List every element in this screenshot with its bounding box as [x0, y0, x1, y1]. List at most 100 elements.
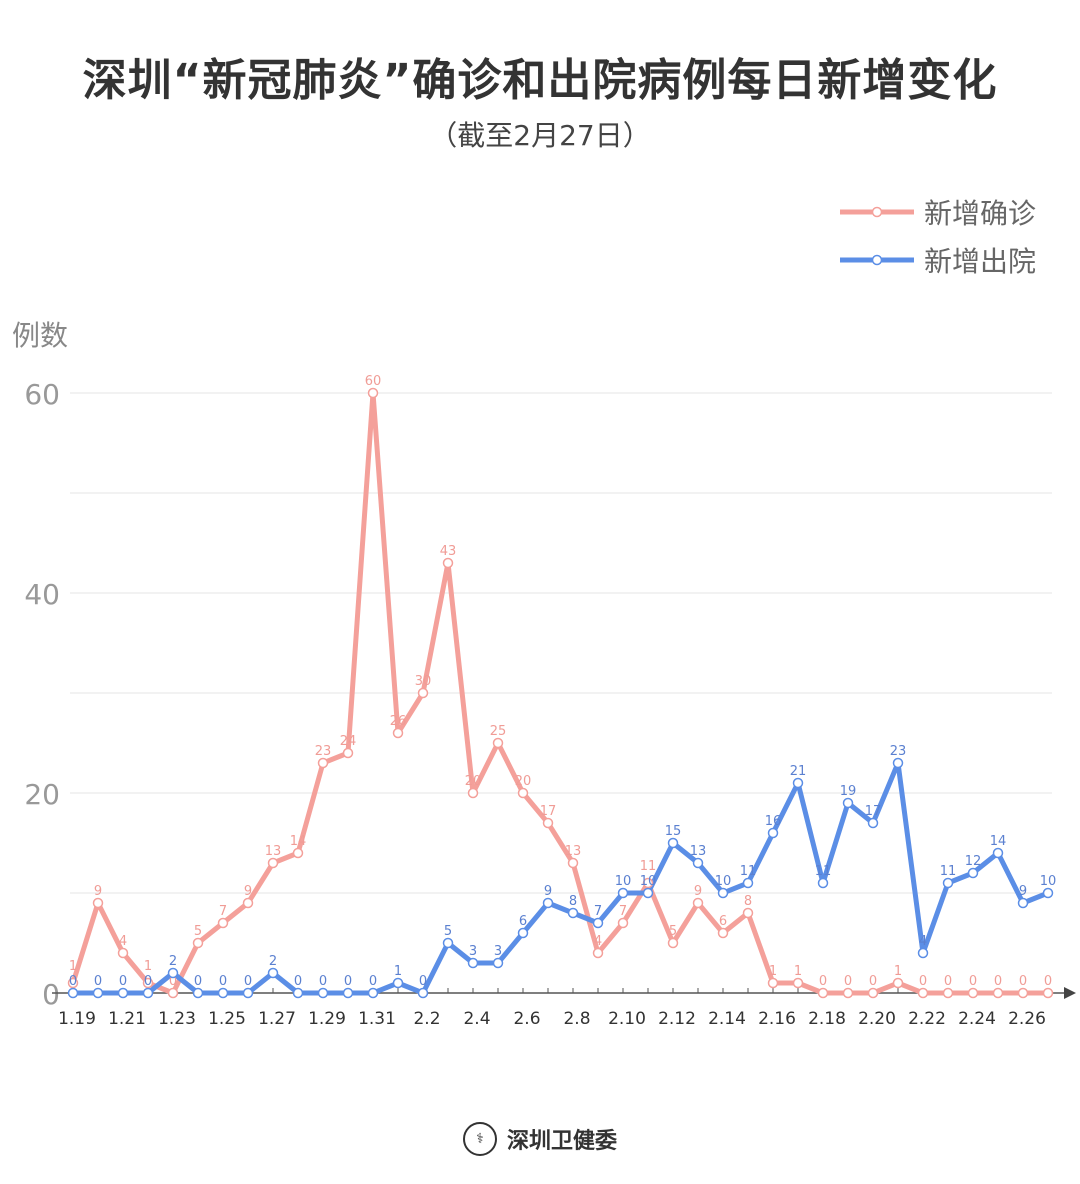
data-point: [1017, 897, 1029, 909]
data-label: 0: [969, 974, 977, 989]
data-point: [517, 787, 529, 799]
y-tick-label: 60: [24, 378, 60, 411]
x-tick-label: 2.16: [758, 1009, 796, 1029]
data-point: [742, 877, 754, 889]
data-label: 43: [440, 544, 457, 559]
data-point: [917, 947, 929, 959]
data-label: 4: [919, 934, 927, 949]
data-label: 14: [990, 834, 1007, 849]
data-label: 2: [169, 954, 177, 969]
data-point: [342, 747, 354, 759]
data-label: 20: [515, 774, 532, 789]
data-label: 10: [615, 874, 632, 889]
data-point: [617, 917, 629, 929]
data-label: 1: [394, 964, 402, 979]
x-tick-label: 2.18: [808, 1009, 846, 1029]
x-tick-label: 2.26: [1008, 1009, 1046, 1029]
data-point: [767, 977, 779, 989]
data-point: [242, 987, 254, 999]
data-label: 13: [565, 844, 582, 859]
data-point: [742, 907, 754, 919]
data-point: [717, 887, 729, 899]
data-label: 0: [194, 974, 202, 989]
data-point: [767, 827, 779, 839]
data-point: [667, 837, 679, 849]
x-tick-label: 2.4: [463, 1009, 490, 1029]
data-label: 1: [769, 964, 777, 979]
data-point: [842, 797, 854, 809]
data-point: [542, 817, 554, 829]
data-point: [67, 977, 79, 989]
data-label: 13: [265, 844, 282, 859]
x-tick-label: 1.21: [108, 1009, 146, 1029]
data-label: 0: [919, 974, 927, 989]
y-tick-label: 0: [42, 978, 60, 1011]
data-label: 17: [865, 804, 882, 819]
data-label: 23: [315, 744, 332, 759]
data-point: [842, 987, 854, 999]
data-point: [242, 897, 254, 909]
data-point: [392, 727, 404, 739]
data-label: 21: [790, 764, 807, 779]
data-label: 6: [719, 914, 727, 929]
x-tick-label: 1.31: [358, 1009, 396, 1029]
data-point: [317, 987, 329, 999]
data-label: 11: [815, 864, 832, 879]
data-point: [67, 987, 79, 999]
data-label: 10: [715, 874, 732, 889]
data-point: [642, 887, 654, 899]
data-point: [867, 817, 879, 829]
data-point: [792, 977, 804, 989]
data-point: [92, 987, 104, 999]
chart-subtitle: （截至2月27日）: [429, 119, 651, 152]
data-point: [292, 987, 304, 999]
x-tick-label: 1.23: [158, 1009, 196, 1029]
data-label: 30: [415, 674, 432, 689]
data-point: [292, 847, 304, 859]
data-point: [942, 877, 954, 889]
data-label: 8: [569, 894, 577, 909]
data-point: [692, 897, 704, 909]
data-point: [417, 987, 429, 999]
data-point: [217, 987, 229, 999]
data-label: 0: [144, 974, 152, 989]
data-label: 25: [490, 724, 507, 739]
data-label: 26: [390, 714, 407, 729]
x-tick-label: 2.12: [658, 1009, 696, 1029]
x-tick-label: 1.25: [208, 1009, 246, 1029]
data-label: 16: [765, 814, 782, 829]
data-label: 1: [144, 959, 152, 974]
data-label: 17: [540, 804, 557, 819]
data-label: 9: [244, 884, 252, 899]
legend-marker: [871, 206, 883, 218]
data-label: 0: [244, 974, 252, 989]
data-point: [367, 387, 379, 399]
data-point: [967, 987, 979, 999]
data-label: 9: [1019, 884, 1027, 899]
data-label: 8: [744, 894, 752, 909]
data-label: 0: [344, 974, 352, 989]
data-point: [467, 787, 479, 799]
x-tick-label: 1.19: [58, 1009, 96, 1029]
data-point: [717, 927, 729, 939]
data-label: 0: [319, 974, 327, 989]
data-label: 0: [69, 974, 77, 989]
data-label: 23: [890, 744, 907, 759]
data-point: [367, 987, 379, 999]
data-point: [567, 907, 579, 919]
data-label: 0: [369, 974, 377, 989]
data-point: [217, 917, 229, 929]
data-label: 0: [1019, 974, 1027, 989]
data-point: [117, 987, 129, 999]
data-label: 11: [740, 864, 757, 879]
legend-label: 新增出院: [924, 245, 1036, 278]
chart-title: 深圳“新冠肺炎”确诊和出院病例每日新增变化: [82, 55, 998, 106]
data-label: 10: [1040, 874, 1057, 889]
x-tick-label: 2.6: [513, 1009, 540, 1029]
data-label: 9: [694, 884, 702, 899]
data-label: 10: [640, 874, 657, 889]
data-point: [692, 857, 704, 869]
data-point: [992, 847, 1004, 859]
data-point: [892, 977, 904, 989]
